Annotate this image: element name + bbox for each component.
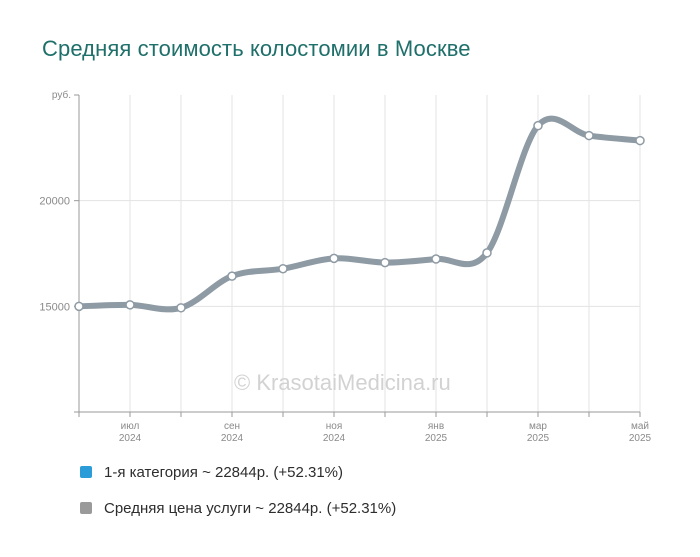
legend: 1-я категория ~ 22844р. (+52.31%) Средня… bbox=[80, 462, 396, 534]
axis-layer: 1500020000руб.июл2024сен2024ноя2024янв20… bbox=[39, 89, 651, 444]
series-line bbox=[76, 115, 643, 313]
x-tick-label-year: 2024 bbox=[323, 433, 346, 444]
data-point bbox=[584, 130, 594, 141]
points-layer bbox=[74, 120, 645, 313]
data-point bbox=[278, 263, 288, 274]
grid-layer bbox=[78, 95, 641, 412]
data-point bbox=[329, 253, 339, 264]
legend-item-category[interactable]: 1-я категория ~ 22844р. (+52.31%) bbox=[80, 462, 396, 482]
x-tick-label-month: сен bbox=[224, 421, 240, 432]
x-tick-label-year: 2024 bbox=[119, 433, 142, 444]
data-point bbox=[176, 303, 186, 313]
x-tick-label-month: июл bbox=[121, 421, 140, 432]
legend-label-average: Средняя цена услуги ~ 22844р. (+52.31%) bbox=[104, 499, 397, 517]
chart-title: Средняя стоимость колостомии в Москве bbox=[42, 36, 471, 61]
x-tick-label-month: ноя bbox=[326, 421, 343, 432]
x-tick-label-year: 2024 bbox=[221, 433, 244, 444]
legend-label-category: 1-я категория ~ 22844р. (+52.31%) bbox=[104, 463, 344, 481]
x-tick-label-year: 2025 bbox=[425, 433, 448, 444]
y-unit-label: руб. bbox=[52, 89, 71, 101]
y-tick-label: 20000 bbox=[39, 196, 70, 208]
y-tick-label: 15000 bbox=[39, 301, 70, 313]
data-point bbox=[227, 271, 237, 281]
series-layer bbox=[76, 115, 643, 313]
legend-swatch-average bbox=[80, 502, 92, 514]
data-point bbox=[380, 257, 390, 268]
data-point bbox=[125, 300, 135, 310]
x-tick-label-year: 2025 bbox=[629, 433, 652, 444]
legend-item-average[interactable]: Средняя цена услуги ~ 22844р. (+52.31%) bbox=[80, 498, 396, 518]
data-point bbox=[533, 120, 543, 131]
watermark: © KrasotaiMedicina.ru bbox=[234, 370, 451, 395]
x-tick-label-month: мар bbox=[529, 421, 547, 432]
data-point bbox=[635, 135, 645, 146]
x-tick-label-month: янв bbox=[428, 421, 444, 432]
data-point bbox=[74, 301, 84, 312]
x-tick-label-month: май bbox=[631, 421, 649, 432]
legend-swatch-category bbox=[80, 466, 92, 478]
data-point bbox=[431, 254, 441, 264]
data-point bbox=[482, 248, 492, 258]
x-tick-label-year: 2025 bbox=[527, 433, 550, 444]
